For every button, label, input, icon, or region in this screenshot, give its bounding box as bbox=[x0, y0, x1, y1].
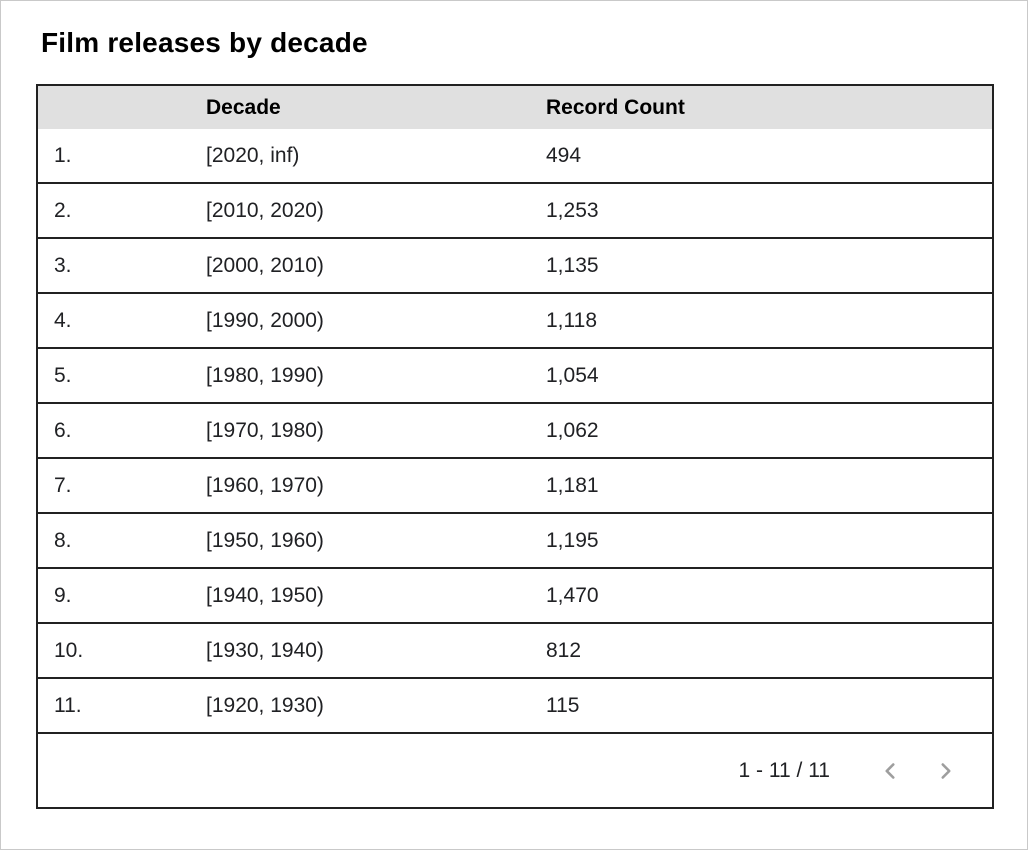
chevron-right-icon bbox=[933, 758, 959, 784]
row-decade: [2020, inf) bbox=[206, 143, 300, 167]
data-table: Decade Record Count 1. [2020, inf) 494 2… bbox=[36, 84, 994, 809]
row-index: 6. bbox=[54, 418, 72, 442]
row-count: 115 bbox=[546, 693, 580, 717]
table-row: 6. [1970, 1980) 1,062 bbox=[38, 404, 992, 459]
row-index: 5. bbox=[54, 363, 72, 387]
table-row: 10. [1930, 1940) 812 bbox=[38, 624, 992, 679]
row-decade: [1930, 1940) bbox=[206, 638, 324, 662]
pagination-bar: 1 - 11 / 11 bbox=[38, 734, 992, 807]
table-row: 9. [1940, 1950) 1,470 bbox=[38, 569, 992, 624]
row-decade: [1940, 1950) bbox=[206, 583, 324, 607]
row-count: 1,062 bbox=[546, 418, 599, 442]
chevron-left-icon bbox=[877, 758, 903, 784]
row-count: 1,135 bbox=[546, 253, 599, 277]
row-index: 8. bbox=[54, 528, 72, 552]
row-decade: [1920, 1930) bbox=[206, 693, 324, 717]
table-row: 4. [1990, 2000) 1,118 bbox=[38, 294, 992, 349]
row-decade: [1990, 2000) bbox=[206, 308, 324, 332]
pagination-range: 1 - 11 / 11 bbox=[738, 758, 830, 782]
row-count: 1,181 bbox=[546, 473, 599, 497]
row-index: 1. bbox=[54, 143, 72, 167]
row-count: 1,253 bbox=[546, 198, 599, 222]
table-body: 1. [2020, inf) 494 2. [2010, 2020) 1,253… bbox=[38, 129, 992, 734]
row-count: 1,054 bbox=[546, 363, 599, 387]
row-index: 4. bbox=[54, 308, 72, 332]
row-decade: [2000, 2010) bbox=[206, 253, 324, 277]
table-header-row: Decade Record Count bbox=[38, 86, 992, 129]
row-count: 1,118 bbox=[546, 308, 597, 332]
table-row: 2. [2010, 2020) 1,253 bbox=[38, 184, 992, 239]
row-decade: [1970, 1980) bbox=[206, 418, 324, 442]
header-decade[interactable]: Decade bbox=[206, 95, 281, 119]
row-index: 7. bbox=[54, 473, 72, 497]
row-index: 2. bbox=[54, 198, 72, 222]
table-row: 7. [1960, 1970) 1,181 bbox=[38, 459, 992, 514]
row-index: 9. bbox=[54, 583, 72, 607]
prev-page-button[interactable] bbox=[868, 749, 912, 793]
table-row: 3. [2000, 2010) 1,135 bbox=[38, 239, 992, 294]
row-index: 10. bbox=[54, 638, 84, 662]
table-row: 5. [1980, 1990) 1,054 bbox=[38, 349, 992, 404]
table-row: 11. [1920, 1930) 115 bbox=[38, 679, 992, 734]
row-count: 812 bbox=[546, 638, 582, 662]
row-count: 494 bbox=[546, 143, 582, 167]
row-index: 3. bbox=[54, 253, 72, 277]
row-count: 1,470 bbox=[546, 583, 599, 607]
page-title: Film releases by decade bbox=[41, 27, 368, 58]
row-decade: [2010, 2020) bbox=[206, 198, 324, 222]
table-row: 1. [2020, inf) 494 bbox=[38, 129, 992, 184]
row-decade: [1950, 1960) bbox=[206, 528, 324, 552]
row-decade: [1960, 1970) bbox=[206, 473, 324, 497]
row-count: 1,195 bbox=[546, 528, 599, 552]
next-page-button[interactable] bbox=[924, 749, 968, 793]
table-row: 8. [1950, 1960) 1,195 bbox=[38, 514, 992, 569]
row-index: 11. bbox=[54, 693, 82, 717]
row-decade: [1980, 1990) bbox=[206, 363, 324, 387]
header-record-count[interactable]: Record Count bbox=[546, 95, 685, 119]
